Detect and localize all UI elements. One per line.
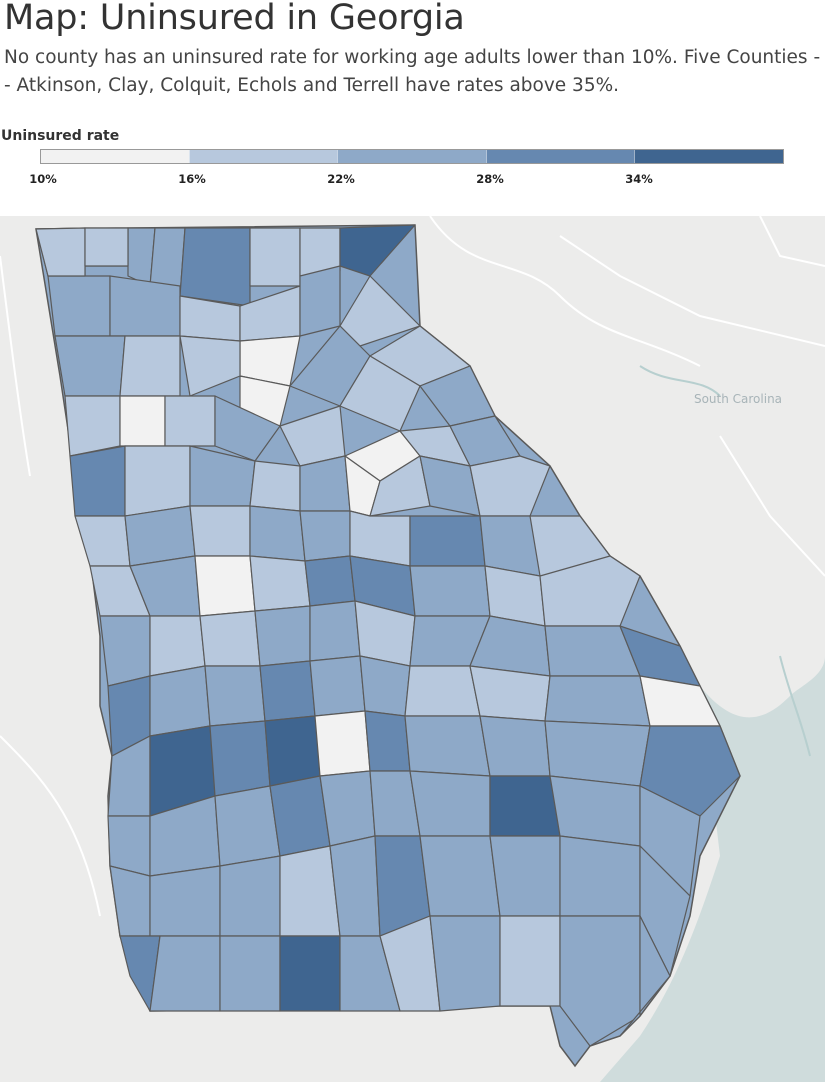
legend-swatch bbox=[41, 150, 189, 163]
county-c87[interactable] bbox=[544, 720, 651, 787]
county-c40[interactable] bbox=[469, 455, 551, 517]
county-c70[interactable] bbox=[149, 665, 211, 737]
county-c111[interactable] bbox=[219, 935, 281, 1012]
county-c107[interactable] bbox=[559, 835, 641, 917]
county-layer bbox=[35, 224, 741, 1047]
legend-tick: 28% bbox=[476, 172, 504, 186]
county-c92[interactable] bbox=[269, 775, 331, 857]
county-c95[interactable] bbox=[409, 770, 491, 837]
county-c47[interactable] bbox=[409, 515, 486, 567]
legend-swatch bbox=[337, 150, 486, 163]
legend-swatch bbox=[485, 150, 635, 163]
county-c35[interactable] bbox=[249, 460, 301, 512]
county-c83[interactable] bbox=[314, 710, 371, 777]
county-c10[interactable] bbox=[109, 275, 181, 337]
county-c42[interactable] bbox=[124, 505, 196, 567]
georgia-map[interactable]: South Carolina bbox=[0, 216, 825, 1082]
county-c115[interactable] bbox=[429, 915, 501, 1012]
page-title: Map: Uninsured in Georgia bbox=[4, 0, 465, 38]
county-c120[interactable] bbox=[84, 227, 129, 267]
county-c88[interactable] bbox=[639, 725, 741, 817]
legend-swatch bbox=[188, 150, 338, 163]
state-label: South Carolina bbox=[694, 392, 782, 406]
county-c93[interactable] bbox=[319, 770, 376, 847]
page-subtitle: No county has an uninsured rate for work… bbox=[4, 47, 821, 96]
county-c100[interactable] bbox=[149, 865, 221, 937]
county-c119[interactable] bbox=[35, 227, 86, 277]
county-c74[interactable] bbox=[359, 655, 411, 717]
county-c53[interactable] bbox=[249, 555, 311, 612]
county-c62[interactable] bbox=[254, 605, 311, 667]
county-c33[interactable] bbox=[124, 445, 191, 517]
legend-tick: 22% bbox=[327, 172, 355, 186]
county-c61[interactable] bbox=[199, 610, 261, 667]
county-c44[interactable] bbox=[249, 505, 306, 562]
county-c36[interactable] bbox=[299, 455, 351, 512]
county-c81[interactable] bbox=[209, 720, 271, 797]
county-c86[interactable] bbox=[479, 715, 551, 777]
county-c24[interactable] bbox=[64, 395, 121, 457]
county-c54[interactable] bbox=[304, 555, 356, 607]
county-c110[interactable] bbox=[149, 935, 221, 1012]
county-c72[interactable] bbox=[259, 660, 316, 722]
county-c85[interactable] bbox=[404, 715, 491, 777]
county-c97[interactable] bbox=[549, 775, 641, 847]
color-legend bbox=[40, 149, 784, 164]
county-c58[interactable] bbox=[539, 555, 641, 627]
county-c118[interactable] bbox=[619, 915, 671, 1037]
county-c76[interactable] bbox=[469, 665, 551, 722]
county-c105[interactable] bbox=[419, 835, 501, 917]
county-c16[interactable] bbox=[54, 335, 126, 397]
county-c75[interactable] bbox=[404, 665, 481, 717]
county-c116[interactable] bbox=[499, 915, 561, 1007]
county-c91[interactable] bbox=[214, 785, 281, 867]
county-c59[interactable] bbox=[99, 615, 151, 687]
county-c63[interactable] bbox=[309, 600, 361, 662]
map-roads bbox=[0, 216, 825, 917]
county-c84[interactable] bbox=[364, 710, 411, 772]
legend-tick: 34% bbox=[625, 172, 653, 186]
atlantic-ocean bbox=[600, 656, 825, 1082]
legend-tick: 10% bbox=[29, 172, 57, 186]
county-c45[interactable] bbox=[299, 510, 351, 562]
county-c106[interactable] bbox=[489, 835, 561, 917]
county-c17[interactable] bbox=[119, 335, 181, 397]
county-c117[interactable] bbox=[559, 915, 641, 1047]
legend-title: Uninsured rate bbox=[1, 128, 120, 144]
county-c56[interactable] bbox=[409, 565, 491, 617]
county-c73[interactable] bbox=[309, 655, 366, 717]
county-c32[interactable] bbox=[69, 445, 126, 517]
county-c9[interactable] bbox=[47, 275, 111, 337]
county-c52[interactable] bbox=[194, 555, 256, 617]
county-c25[interactable] bbox=[119, 395, 166, 447]
county-c82[interactable] bbox=[264, 715, 321, 787]
county-c101[interactable] bbox=[219, 855, 281, 937]
county-c5[interactable] bbox=[179, 227, 251, 307]
county-c43[interactable] bbox=[189, 505, 251, 557]
county-c26[interactable] bbox=[164, 395, 216, 447]
county-c71[interactable] bbox=[204, 665, 266, 727]
county-c14[interactable] bbox=[299, 265, 341, 337]
county-c77[interactable] bbox=[544, 675, 651, 727]
legend-tick: 16% bbox=[178, 172, 206, 186]
legend-swatch bbox=[634, 150, 783, 163]
county-c6[interactable] bbox=[249, 227, 301, 287]
county-c112[interactable] bbox=[279, 935, 341, 1012]
map-rivers bbox=[639, 365, 811, 757]
county-c96[interactable] bbox=[489, 775, 561, 837]
